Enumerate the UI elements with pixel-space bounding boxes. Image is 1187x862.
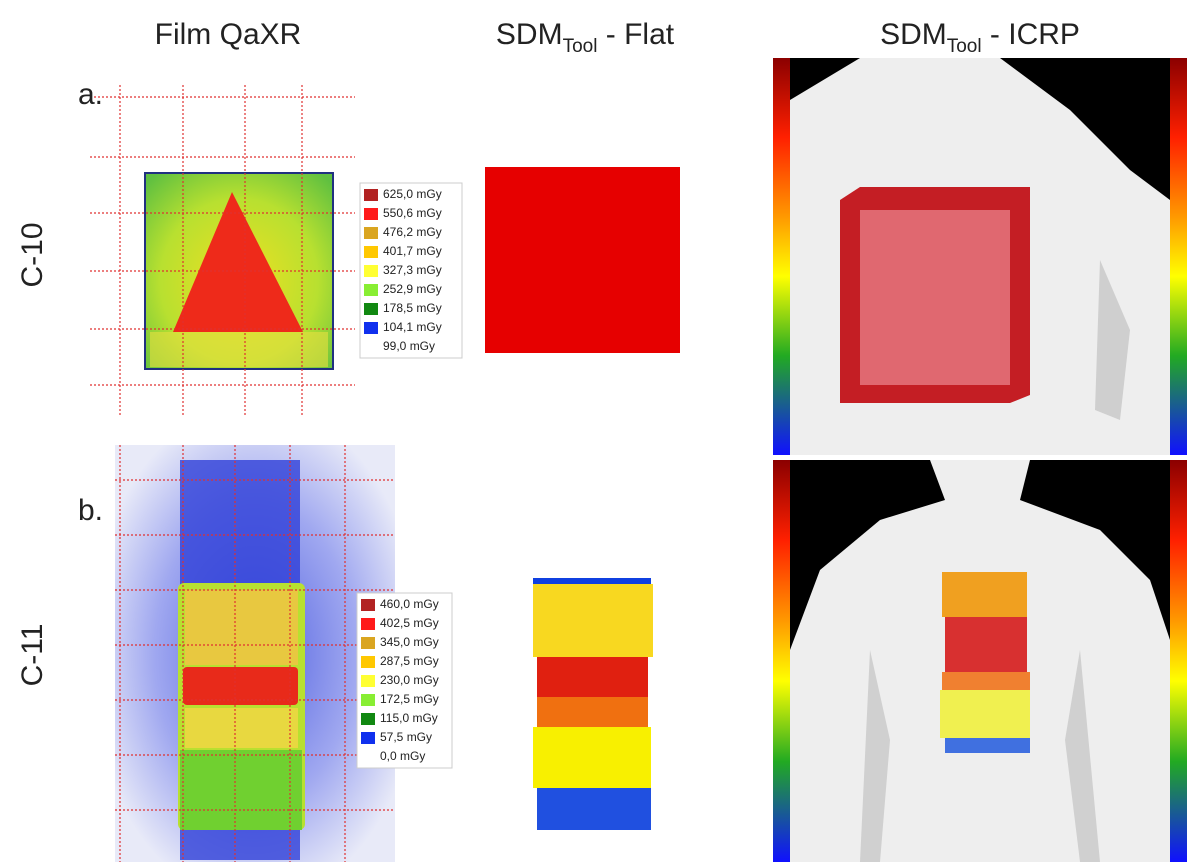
- flat-dose-map-b: [533, 578, 653, 830]
- legend-label: 115,0 mGy: [380, 711, 438, 725]
- flat-dose-map-a: [485, 167, 680, 353]
- legend-label: 287,5 mGy: [380, 654, 439, 668]
- column-header: SDMTool - Flat: [496, 18, 675, 57]
- legend-swatch: [364, 227, 378, 239]
- header-rest: - Flat: [597, 18, 674, 51]
- icrp-render-b: [773, 460, 1187, 862]
- icrp-render-a: [773, 58, 1187, 455]
- legend-label: 104,1 mGy: [383, 320, 442, 334]
- legend-label: 550,6 mGy: [383, 206, 442, 220]
- panel-letter: a.: [78, 78, 103, 111]
- legend-swatch: [361, 732, 375, 744]
- film-image-b: [115, 445, 395, 862]
- legend-swatch: [364, 284, 378, 296]
- film-image-a: [90, 85, 355, 415]
- header-sub: Tool: [947, 36, 982, 57]
- legend-label: 178,5 mGy: [383, 301, 442, 315]
- legend-swatch: [364, 208, 378, 220]
- header-rest: - ICRP: [982, 18, 1080, 51]
- row-label: C-11: [16, 624, 49, 687]
- legend-label: 252,9 mGy: [383, 282, 442, 296]
- header-main: SDM: [880, 18, 947, 51]
- legend: 625,0 mGy 550,6 mGy 476,2 mGy 401,7 mGy 327,…: [360, 183, 462, 358]
- legend-label: 460,0 mGy: [380, 597, 439, 611]
- legend-label: 99,0 mGy: [383, 339, 435, 353]
- legend-label: 402,5 mGy: [380, 616, 439, 630]
- figure: Film QaXR SDMTool - Flat SDMTool - ICRP …: [0, 0, 1187, 862]
- legend-swatch: [364, 246, 378, 258]
- legend-label: 172,5 mGy: [380, 692, 439, 706]
- legend-label: 401,7 mGy: [383, 244, 442, 258]
- legend-label: 0,0 mGy: [380, 749, 425, 763]
- legend-swatch: [361, 637, 375, 649]
- legend-label: 230,0 mGy: [380, 673, 439, 687]
- legend-swatch: [361, 675, 375, 687]
- header-main: SDM: [496, 18, 563, 51]
- legend-label: 345,0 mGy: [380, 635, 439, 649]
- legend-swatch: [364, 265, 378, 277]
- legend-swatch: [364, 303, 378, 315]
- legend-label: 625,0 mGy: [383, 187, 442, 201]
- column-header: SDMTool - ICRP: [880, 18, 1080, 57]
- legend-swatch: [361, 599, 375, 611]
- legend-swatch: [364, 322, 378, 334]
- legend-swatch: [361, 656, 375, 668]
- legend: 460,0 mGy 402,5 mGy 345,0 mGy 287,5 mGy 230,…: [357, 593, 452, 768]
- legend-swatch: [361, 713, 375, 725]
- legend-swatch: [364, 341, 378, 353]
- legend-swatch: [361, 618, 375, 630]
- legend-label: 327,3 mGy: [383, 263, 442, 277]
- panel-letter: b.: [78, 494, 103, 527]
- row-label: C-10: [16, 222, 49, 287]
- legend-swatch: [361, 694, 375, 706]
- header-sub: Tool: [563, 36, 598, 57]
- legend-swatch: [364, 189, 378, 201]
- legend-label: 57,5 mGy: [380, 730, 432, 744]
- legend-swatch: [361, 751, 375, 763]
- legend-label: 476,2 mGy: [383, 225, 442, 239]
- column-header: Film QaXR: [155, 18, 302, 51]
